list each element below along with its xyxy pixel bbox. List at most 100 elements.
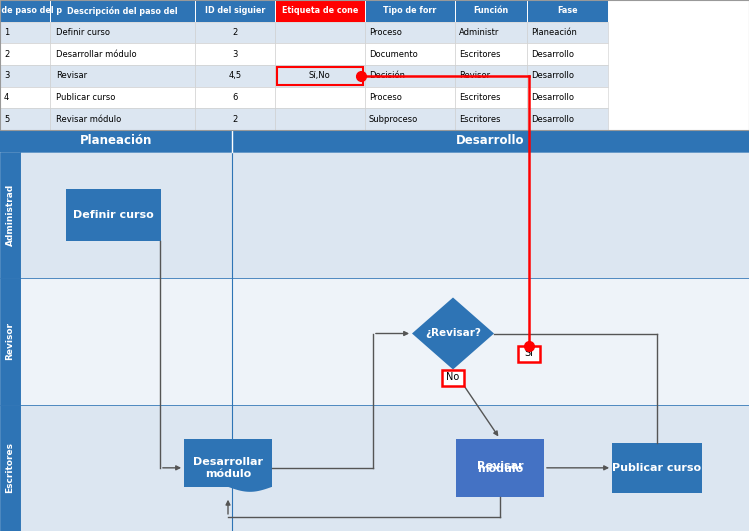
Text: Descripción del paso del: Descripción del paso del — [67, 6, 178, 15]
Bar — [20, 278, 749, 405]
Text: Desarrollo: Desarrollo — [531, 93, 574, 102]
Bar — [527, 108, 608, 130]
Bar — [527, 87, 608, 108]
Text: No: No — [446, 373, 460, 382]
Text: Etiqueta de cone: Etiqueta de cone — [282, 6, 358, 15]
Text: Sí,No: Sí,No — [309, 71, 331, 80]
Text: Publicar curso: Publicar curso — [56, 93, 115, 102]
Text: Escritores: Escritores — [5, 442, 14, 493]
Text: Desarrollar: Desarrollar — [193, 457, 263, 467]
Polygon shape — [184, 482, 272, 492]
Text: ID del siguier: ID del siguier — [204, 6, 265, 15]
Bar — [455, 108, 527, 130]
Bar — [50, 22, 195, 44]
Bar — [0, 65, 50, 87]
Text: 2: 2 — [232, 28, 237, 37]
Text: Revisar: Revisar — [56, 71, 88, 80]
Text: Planeación: Planeación — [80, 134, 152, 148]
Text: 4,5: 4,5 — [228, 71, 241, 80]
Text: 6: 6 — [232, 93, 237, 102]
Text: 2: 2 — [4, 50, 9, 58]
Bar — [195, 0, 275, 22]
Bar — [275, 22, 365, 44]
Text: 4: 4 — [4, 93, 9, 102]
Bar — [275, 108, 365, 130]
Bar — [20, 152, 749, 278]
Bar — [0, 405, 20, 531]
Bar — [50, 0, 195, 22]
Bar — [0, 278, 20, 405]
Bar — [455, 87, 527, 108]
Bar — [455, 22, 527, 44]
Text: Revisar módulo: Revisar módulo — [56, 115, 121, 124]
Bar — [365, 22, 455, 44]
Text: módulo: módulo — [477, 465, 523, 474]
Bar — [527, 0, 608, 22]
Bar — [195, 87, 275, 108]
Text: ¿Revisar?: ¿Revisar? — [425, 329, 481, 338]
Bar — [0, 87, 50, 108]
Bar — [442, 370, 464, 386]
Text: Tipo de forr: Tipo de forr — [383, 6, 437, 15]
Text: Decisión: Decisión — [369, 71, 404, 80]
Bar — [50, 108, 195, 130]
Text: Revisor: Revisor — [458, 71, 490, 80]
Bar — [456, 439, 544, 497]
Text: Revisar: Revisar — [476, 461, 524, 471]
Bar — [365, 44, 455, 65]
Text: 3: 3 — [4, 71, 10, 80]
Bar — [455, 0, 527, 22]
Text: Definir curso: Definir curso — [73, 210, 154, 220]
Bar — [612, 443, 702, 493]
Bar — [365, 65, 455, 87]
Bar — [527, 22, 608, 44]
Bar — [275, 0, 365, 22]
Text: 3: 3 — [232, 50, 237, 58]
Bar — [20, 405, 749, 531]
Text: Desarrollo: Desarrollo — [531, 71, 574, 80]
Text: Subproceso: Subproceso — [369, 115, 418, 124]
Text: Proceso: Proceso — [369, 28, 401, 37]
Bar — [184, 439, 272, 487]
Text: 2: 2 — [232, 115, 237, 124]
Text: Planeación: Planeación — [531, 28, 577, 37]
Bar — [277, 67, 363, 84]
Text: ID de paso del p: ID de paso del p — [0, 6, 61, 15]
Bar — [0, 44, 50, 65]
Polygon shape — [412, 297, 494, 370]
Text: Escritores: Escritores — [458, 115, 500, 124]
Text: Publicar curso: Publicar curso — [613, 463, 702, 473]
Bar — [275, 65, 365, 87]
Text: Escritores: Escritores — [458, 93, 500, 102]
Bar — [275, 87, 365, 108]
Text: 1: 1 — [4, 28, 9, 37]
Bar — [50, 87, 195, 108]
Text: Escritores: Escritores — [458, 50, 500, 58]
Text: Administrad: Administrad — [5, 184, 14, 246]
Bar — [195, 44, 275, 65]
Bar — [195, 22, 275, 44]
Text: Administr: Administr — [458, 28, 499, 37]
Bar — [50, 65, 195, 87]
Text: Definir curso: Definir curso — [56, 28, 110, 37]
Bar — [527, 65, 608, 87]
Text: Desarrollo: Desarrollo — [531, 50, 574, 58]
Text: 5: 5 — [4, 115, 9, 124]
Text: Desarrollar módulo: Desarrollar módulo — [56, 50, 137, 58]
Bar — [365, 0, 455, 22]
Text: Desarrollo: Desarrollo — [531, 115, 574, 124]
Bar — [518, 346, 540, 362]
Text: Sí: Sí — [524, 348, 533, 358]
Bar — [365, 87, 455, 108]
Text: Función: Función — [473, 6, 509, 15]
Text: Desarrollo: Desarrollo — [456, 134, 525, 148]
Bar — [0, 152, 20, 278]
Bar — [50, 44, 195, 65]
Bar — [0, 22, 50, 44]
Bar — [527, 44, 608, 65]
Text: Documento: Documento — [369, 50, 417, 58]
Bar — [365, 108, 455, 130]
Text: Fase: Fase — [557, 6, 578, 15]
Bar — [0, 130, 749, 152]
Text: Revisor: Revisor — [5, 322, 14, 361]
